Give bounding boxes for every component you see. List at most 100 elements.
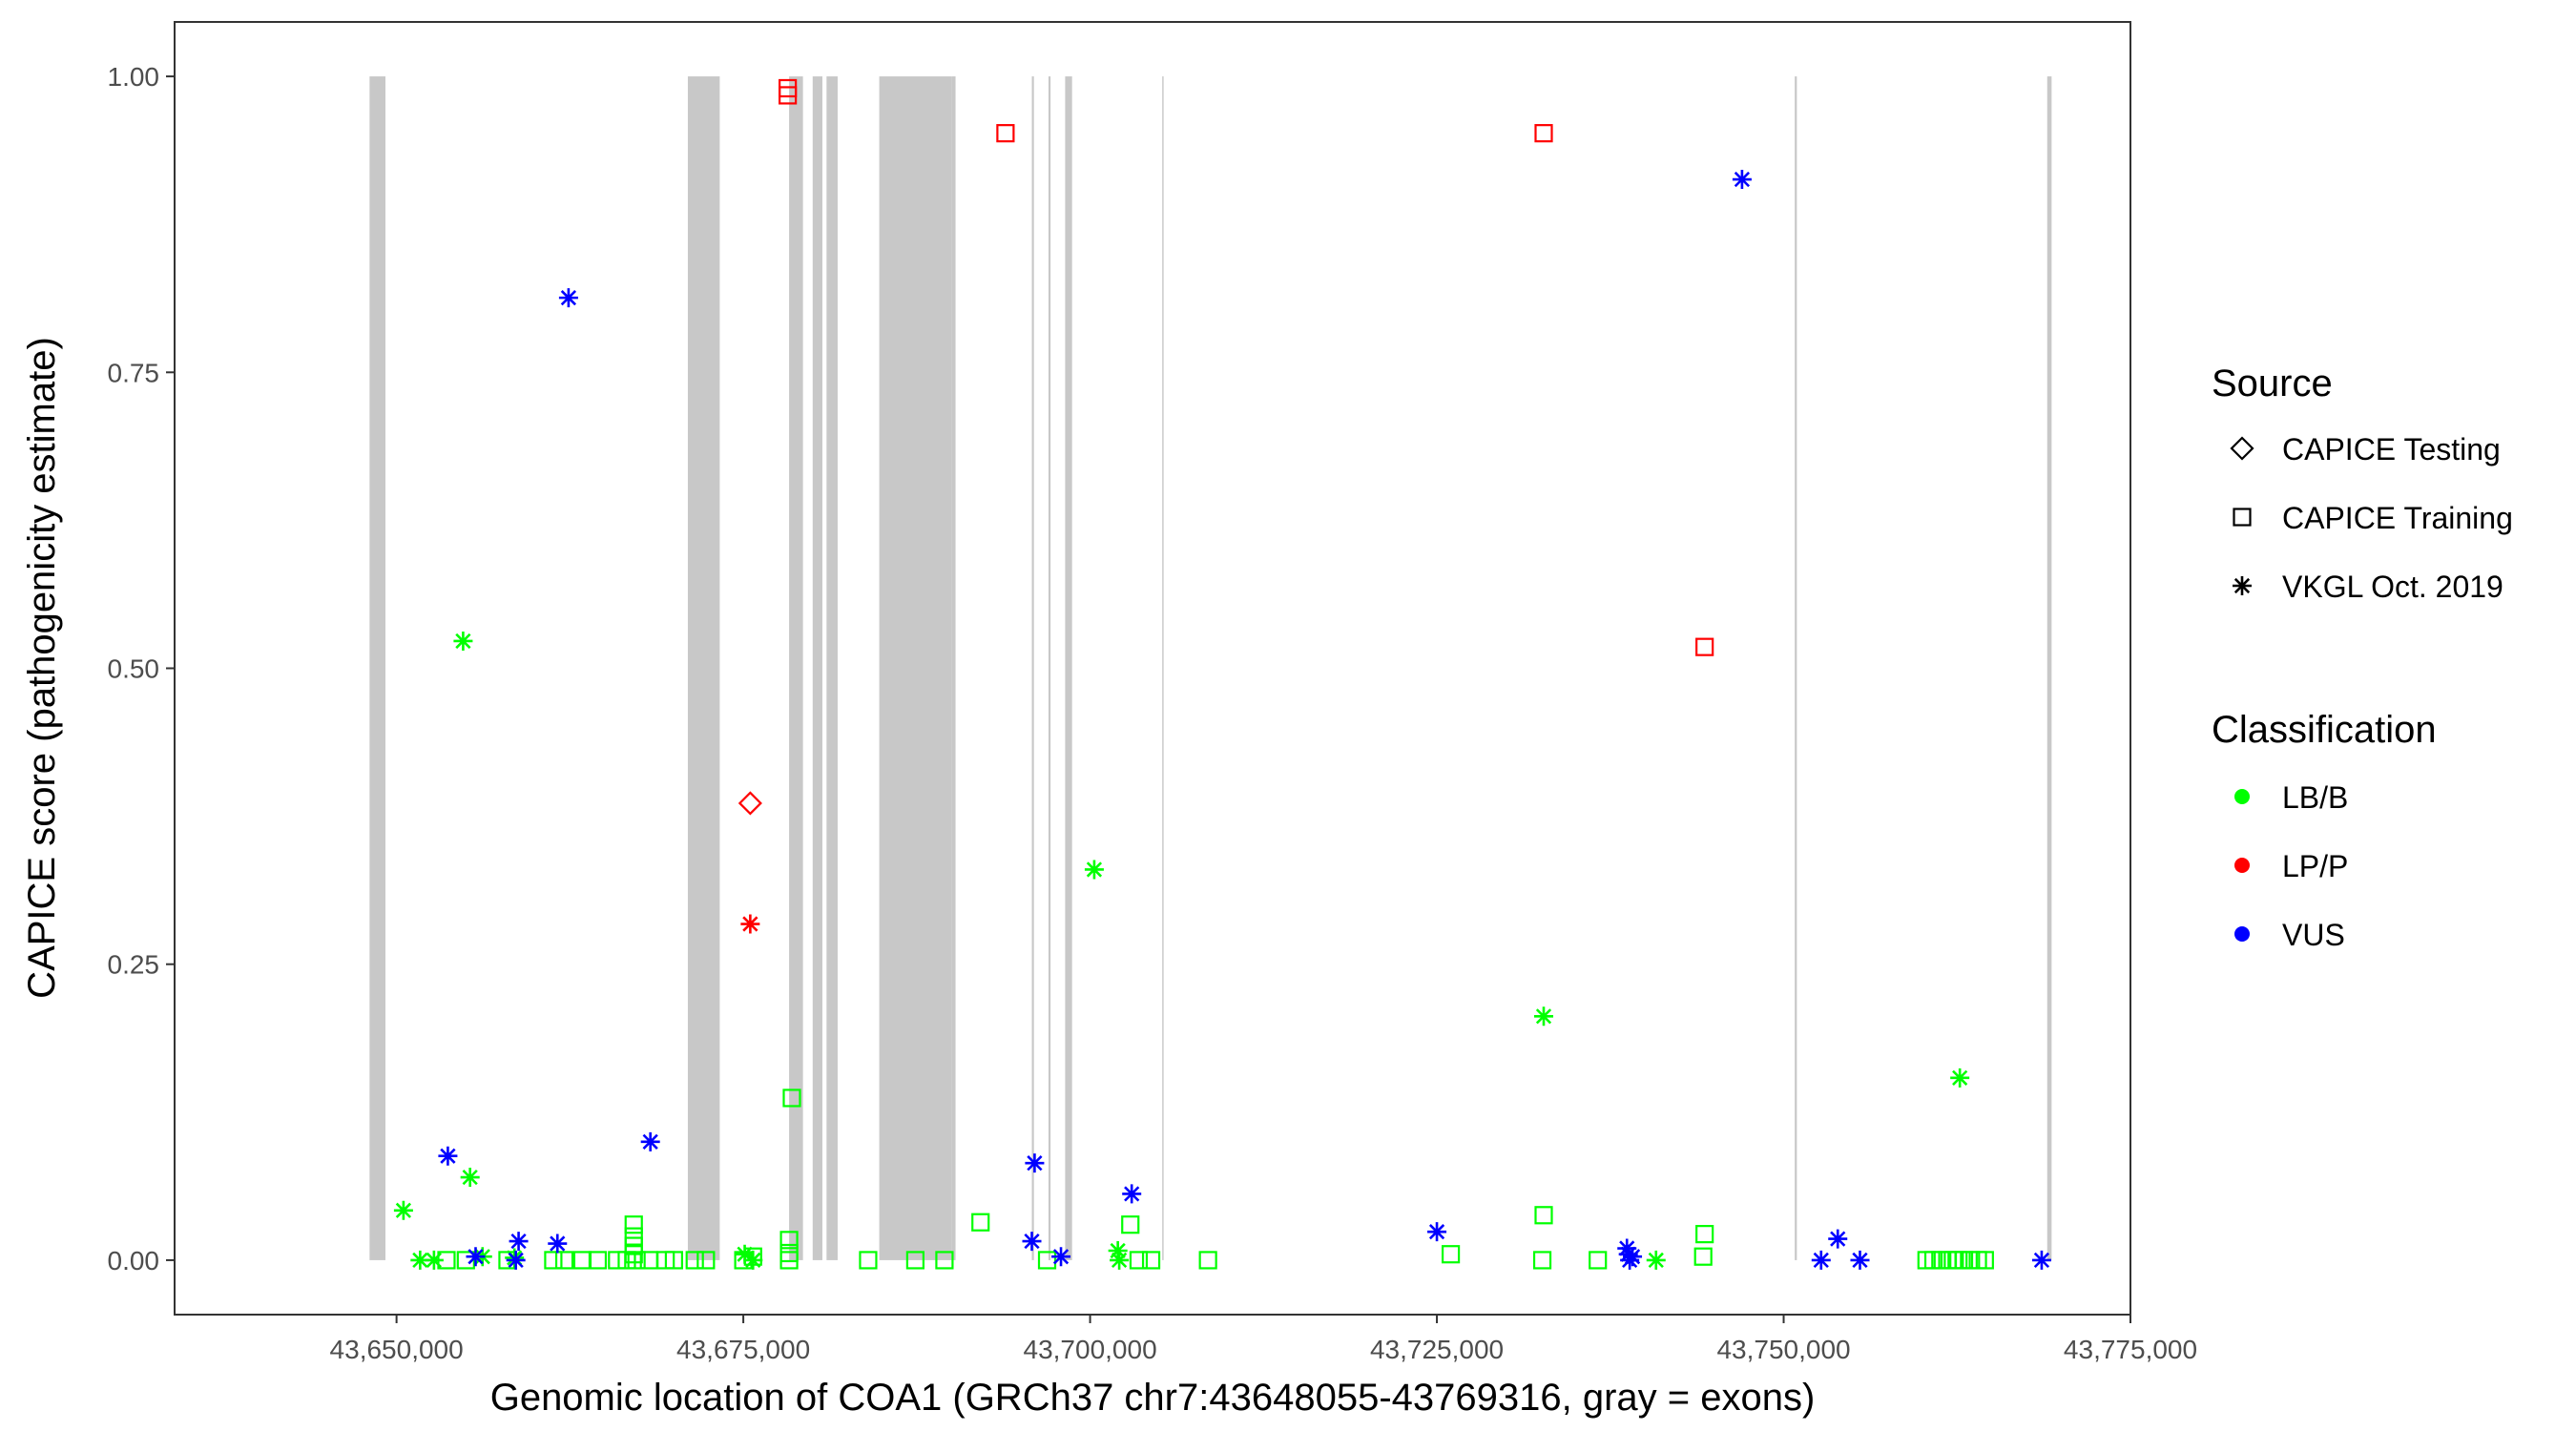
exon-bands xyxy=(369,76,2052,1260)
point-lbb-square-1-18 xyxy=(696,1251,716,1270)
point-lbb-square-1-6 xyxy=(588,1251,608,1270)
point-lbb-asterisk-0-11 xyxy=(1084,860,1104,880)
legend-key-dot xyxy=(2234,789,2250,804)
point-lbb-asterisk-0-13 xyxy=(1646,1250,1666,1270)
exon-band-5 xyxy=(879,76,952,1260)
exon-band-11 xyxy=(1795,76,1797,1260)
point-lbb-square-1-29 xyxy=(1037,1251,1057,1270)
point-lbb-square-1-30 xyxy=(1121,1215,1140,1234)
point-lbb-asterisk-0-14 xyxy=(1950,1068,1970,1088)
point-vus-asterisk-5-9 xyxy=(1051,1247,1071,1267)
point-lbb-square-1-12 xyxy=(624,1227,643,1246)
legend-class-title: Classification xyxy=(2212,709,2437,751)
point-vus-asterisk-5-11 xyxy=(1427,1222,1447,1242)
point-lbb-square-1-45 xyxy=(1949,1251,1968,1270)
point-lbb-square-1-39 xyxy=(1695,1225,1714,1244)
point-lpp-square-2-4 xyxy=(1695,637,1714,656)
point-lbb-square-1-8 xyxy=(617,1251,636,1270)
point-vus-asterisk-5-1 xyxy=(466,1247,486,1267)
point-vus-asterisk-5-17 xyxy=(1811,1250,1831,1270)
legend-class-label: LP/P xyxy=(2282,849,2348,883)
point-vus-asterisk-5-8 xyxy=(1025,1153,1045,1173)
point-lbb-asterisk-0-10 xyxy=(1110,1250,1130,1270)
legend-key-dot xyxy=(2234,926,2250,942)
point-lpp-square-2-2 xyxy=(996,124,1015,143)
x-tick-label: 43,725,000 xyxy=(1370,1335,1504,1364)
point-vus-asterisk-5-20 xyxy=(2031,1250,2051,1270)
exon-band-2 xyxy=(789,76,803,1260)
point-lbb-square-1-4 xyxy=(554,1251,574,1270)
point-vus-asterisk-5-16 xyxy=(1732,170,1752,190)
legend-key-dot xyxy=(2234,858,2250,873)
y-axis: 0.00 0.25 0.50 0.75 1.00 xyxy=(108,62,175,1275)
point-lbb-square-1-13 xyxy=(624,1215,643,1234)
point-vus-asterisk-5-18 xyxy=(1828,1229,1848,1249)
x-tick-label: 43,650,000 xyxy=(330,1335,464,1364)
point-lbb-asterisk-0-4 xyxy=(460,1168,480,1188)
point-lbb-square-1-36 xyxy=(1534,1206,1553,1225)
y-tick-label: 0.25 xyxy=(108,950,160,980)
legend-source-label: CAPICE Testing xyxy=(2282,432,2501,467)
point-lbb-asterisk-0-3 xyxy=(453,631,473,651)
point-lbb-square-1-37 xyxy=(1589,1251,1608,1270)
point-lbb-square-1-11 xyxy=(624,1236,643,1255)
point-lbb-square-1-17 xyxy=(685,1251,704,1270)
point-lbb-square-1-33 xyxy=(1198,1251,1217,1270)
point-lpp-square-2-1 xyxy=(779,78,798,98)
y-tick-label: 0.75 xyxy=(108,358,160,387)
legend-key-diamond xyxy=(2230,436,2254,461)
point-lbb-square-1-25 xyxy=(859,1251,878,1270)
legend-key-asterisk xyxy=(2233,576,2252,595)
exon-band-8 xyxy=(1048,76,1051,1260)
exon-band-9 xyxy=(1065,76,1072,1260)
x-axis-title: Genomic location of COA1 (GRCh37 chr7:43… xyxy=(490,1377,1816,1419)
x-tick-label: 43,675,000 xyxy=(676,1335,810,1364)
point-vus-asterisk-5-4 xyxy=(548,1234,568,1254)
legend: Source CAPICE Testing CAPICE Training VKGL … xyxy=(2212,363,2513,952)
exon-band-12 xyxy=(2046,76,2052,1260)
point-lbb-square-1-38 xyxy=(1693,1247,1713,1266)
point-lbb-square-1-28 xyxy=(971,1213,990,1232)
point-lpp-diamond-3-0 xyxy=(737,791,762,816)
point-lbb-square-1-1 xyxy=(456,1251,475,1270)
point-lbb-asterisk-0-9 xyxy=(1108,1240,1128,1260)
point-vus-asterisk-5-5 xyxy=(558,288,578,308)
point-vus-asterisk-5-10 xyxy=(1122,1184,1142,1204)
point-vus-asterisk-5-2 xyxy=(506,1250,526,1270)
x-tick-label: 43,700,000 xyxy=(1024,1335,1157,1364)
point-vus-asterisk-5-0 xyxy=(438,1146,458,1166)
point-lbb-square-1-3 xyxy=(544,1251,563,1270)
x-tick-label: 43,750,000 xyxy=(1716,1335,1850,1364)
y-tick-label: 0.00 xyxy=(108,1246,160,1275)
point-lbb-asterisk-0-2 xyxy=(424,1250,444,1270)
point-lbb-square-1-22 xyxy=(779,1243,799,1263)
point-vus-asterisk-5-19 xyxy=(1850,1250,1870,1270)
point-lbb-square-1-27 xyxy=(935,1251,954,1270)
point-lbb-square-1-7 xyxy=(608,1251,627,1270)
point-vus-asterisk-5-13 xyxy=(1618,1244,1638,1264)
legend-source-label: CAPICE Training xyxy=(2282,501,2513,535)
point-lbb-square-1-16 xyxy=(664,1251,684,1270)
point-lbb-asterisk-0-0 xyxy=(393,1200,413,1220)
point-lbb-square-1-23 xyxy=(779,1231,799,1250)
point-lbb-asterisk-0-12 xyxy=(1534,1006,1553,1027)
plot-panel-border xyxy=(174,21,2131,1316)
legend-class-label: VUS xyxy=(2282,918,2345,952)
point-lbb-square-1-0 xyxy=(437,1251,456,1270)
legend-source-label: VKGL Oct. 2019 xyxy=(2282,570,2503,604)
legend-class-label: LB/B xyxy=(2282,780,2348,815)
y-axis-title: CAPICE score (pathogenicity estimate) xyxy=(21,337,63,999)
legend-source-title: Source xyxy=(2212,363,2333,404)
point-lbb-asterisk-0-1 xyxy=(410,1250,430,1270)
point-lbb-square-1-26 xyxy=(905,1251,924,1270)
point-lbb-square-1-44 xyxy=(1943,1251,1963,1270)
data-points xyxy=(393,78,2051,1270)
point-lpp-asterisk-4-0 xyxy=(740,914,760,934)
point-lbb-square-1-49 xyxy=(1975,1251,1994,1270)
exon-band-0 xyxy=(369,76,385,1260)
point-vus-asterisk-5-6 xyxy=(640,1131,660,1151)
point-vus-asterisk-5-3 xyxy=(509,1232,529,1252)
exon-band-10 xyxy=(1162,76,1164,1260)
point-lbb-square-1-35 xyxy=(1532,1251,1552,1270)
